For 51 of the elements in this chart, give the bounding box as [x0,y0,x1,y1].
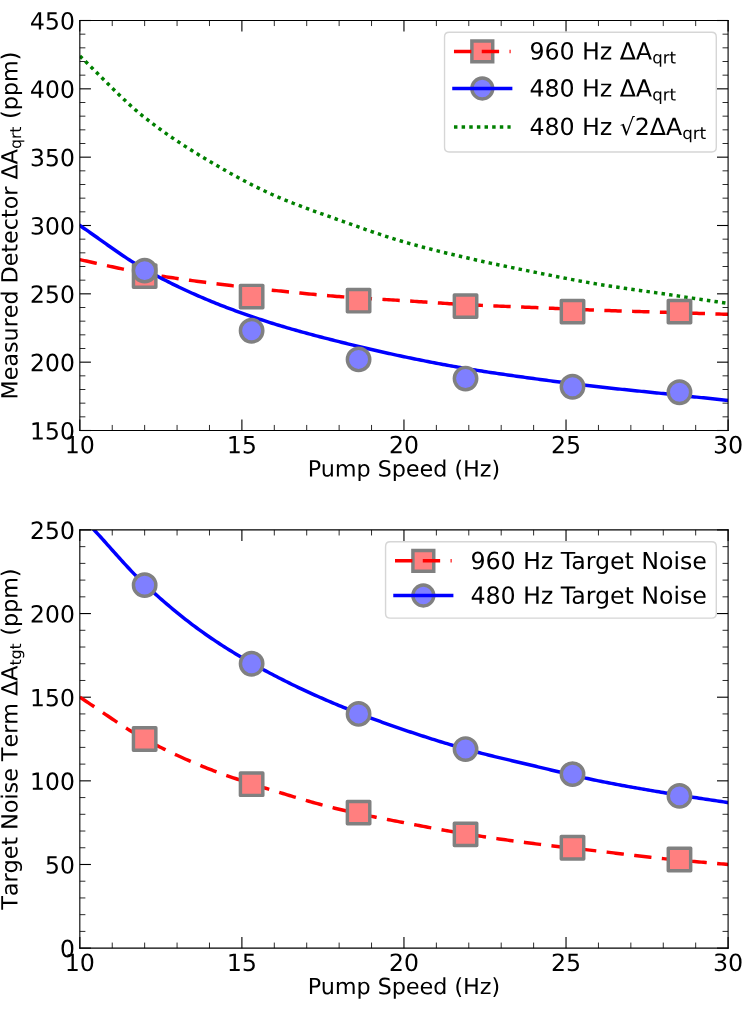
legend-label: 960 Hz Target Noise [472,551,706,575]
legend-label: 480 Hz Target Noise [471,585,706,609]
point [131,257,158,284]
y-tick-label: 300 [31,216,74,235]
x-tick-label: 20 [390,435,418,454]
x-tick-label: 30 [714,953,742,972]
legend-label: 480 Hz ΔA$_{qrt}$ [530,79,676,104]
point [131,572,158,599]
point [452,736,479,762]
point [345,346,372,373]
point [131,726,158,752]
y-axis-title: Target Noise Term ΔA$_{tgt}$ (ppm) [0,570,25,910]
legend-label: 960 Hz ΔA$_{qrt}$ [531,41,676,67]
point [345,287,372,314]
x-tick-label: 15 [229,436,255,454]
point [666,846,693,873]
point [452,821,479,848]
x-tick-label: 20 [390,953,418,972]
point [559,298,586,325]
y-tick-label: 250 [31,521,74,540]
x-axis-title: Pump Speed (Hz) [309,977,499,999]
y-tick-label: 100 [32,772,74,791]
point [452,365,479,392]
x-tick-label: 25 [552,435,579,454]
point [238,283,265,310]
y-tick-label: 250 [31,285,74,304]
point [238,317,265,344]
y-tick-label: 200 [31,353,74,372]
point [238,771,265,798]
point [238,650,265,677]
x-axis-title: Pump Speed (Hz) [309,459,499,482]
y-tick-label: 200 [31,605,74,623]
point [345,799,372,826]
point [345,701,372,727]
point [666,298,693,325]
y-tick-label: 150 [32,688,74,707]
y-axis-title: Measured Detector ΔA$_{qrt}$ (ppm) [0,53,25,398]
legend-label: 480 Hz √2ΔA$_{qrt}$ [530,115,706,143]
point [559,834,586,861]
y-tick-label: 400 [31,80,74,99]
point [666,782,693,809]
x-tick-label: 15 [229,953,255,972]
x-tick-label: 30 [714,435,742,454]
point [666,379,693,406]
x-tick-label: 25 [552,953,579,972]
y-tick-label: 450 [31,11,74,30]
point [452,293,479,320]
y-tick-label: 350 [31,148,74,167]
point [559,373,586,400]
point [559,761,586,788]
y-tick-label: 50 [46,855,74,874]
